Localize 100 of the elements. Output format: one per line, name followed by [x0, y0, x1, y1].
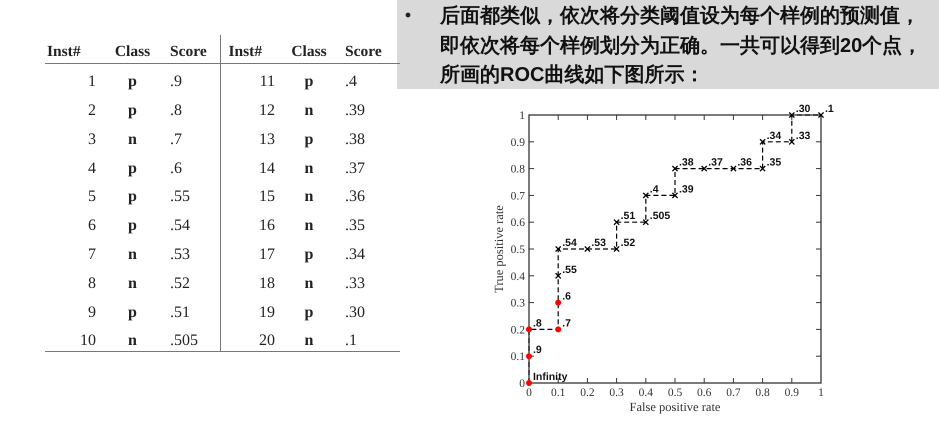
annotation: .8: [533, 317, 542, 330]
y-axis-title: True positive rate: [492, 204, 506, 293]
text: p: [127, 158, 138, 179]
annotation: .34: [766, 130, 782, 142]
point: [642, 218, 650, 226]
text: p: [127, 187, 138, 208]
y-tick-label: 0: [519, 378, 526, 390]
y-tick-label: 0.2: [510, 324, 526, 336]
y-tick-label: 1: [519, 110, 526, 122]
annotation: .30: [796, 103, 811, 115]
text: .38: [344, 130, 366, 150]
text: n: [304, 216, 314, 236]
text: .54: [160, 207, 220, 236]
y-tick-label: 0.6: [510, 217, 526, 230]
y-tick-label: 0.5: [510, 244, 526, 256]
y-tick-label: 0.4: [510, 270, 526, 283]
point: [788, 112, 796, 118]
text: Score: [160, 35, 220, 63]
annotation: .53: [591, 237, 606, 249]
y-tick-label: 0.3: [510, 298, 526, 310]
point: [730, 165, 737, 172]
annotation: .38: [679, 156, 694, 169]
text: Class: [285, 35, 333, 63]
y-tick-label: 0.1: [510, 351, 526, 364]
x-tick-label: 0.1: [551, 387, 566, 399]
x-axis-title: False positive rate: [630, 400, 721, 414]
text: n: [304, 100, 314, 121]
point: [672, 165, 678, 172]
point: [700, 165, 708, 172]
text: 6: [87, 216, 97, 236]
text: .51: [160, 294, 220, 324]
point: [554, 246, 562, 252]
annotation: .4: [650, 183, 659, 196]
text: 4: [87, 158, 97, 179]
point: [555, 326, 562, 332]
annotation: .35: [766, 156, 782, 169]
y-tick-label: 0.8: [510, 164, 526, 176]
text: Inst#: [45, 35, 105, 63]
text: .55: [160, 178, 220, 208]
point: [526, 353, 532, 360]
text: n: [127, 245, 138, 266]
text: 2: [87, 100, 97, 121]
text: 3: [87, 130, 97, 150]
annotation: .9: [533, 344, 542, 356]
point: [584, 246, 591, 252]
text: 7: [87, 245, 97, 266]
text: Inst#: [220, 35, 285, 63]
text: p: [127, 72, 138, 92]
point: [555, 300, 562, 306]
text: 14: [258, 158, 276, 179]
point: [672, 192, 678, 199]
annotation: Infinity: [533, 371, 568, 383]
text: .34: [344, 245, 366, 266]
x-tick-label: 0.4: [638, 387, 654, 399]
annotation: .1: [825, 103, 834, 115]
x-tick-label: 1: [818, 387, 824, 399]
x-tick-label: 0.6: [697, 387, 712, 399]
point: [818, 112, 824, 118]
point: [759, 165, 766, 172]
annotation: .52: [620, 237, 636, 249]
annotation: .36: [737, 156, 752, 169]
text: 15: [258, 187, 276, 208]
text: .33: [344, 274, 366, 294]
point: [554, 272, 562, 280]
annotation: .51: [620, 210, 636, 222]
text: .52: [160, 265, 220, 294]
point: [613, 218, 620, 226]
x-tick-label: 0.8: [755, 387, 770, 399]
text: .35: [344, 216, 366, 236]
text: p: [304, 130, 314, 150]
point: [526, 380, 532, 386]
x-tick-label: 0.5: [668, 387, 682, 399]
text: 10: [45, 323, 105, 352]
text: p: [304, 303, 314, 324]
annotation: .6: [562, 290, 572, 303]
text: .7: [160, 120, 220, 150]
text: .36: [344, 187, 366, 208]
x-tick-label: 0.9: [784, 387, 800, 399]
text: 17: [258, 245, 276, 266]
x-tick-label: 0.7: [726, 387, 741, 399]
text: 13: [258, 130, 276, 150]
text: n: [304, 158, 314, 179]
text: 18: [258, 274, 276, 294]
x-tick-label: 0.2: [580, 387, 595, 399]
text: 19: [258, 303, 276, 324]
text: p: [127, 303, 138, 324]
text: 11: [258, 72, 276, 92]
text: Score: [333, 35, 400, 63]
text: n: [304, 187, 314, 208]
text: 1: [87, 72, 97, 92]
text: 20: [220, 323, 285, 352]
text: Class: [105, 35, 160, 63]
y-tick-label: 0.7: [510, 190, 526, 202]
text: .30: [344, 303, 366, 324]
point: [642, 192, 650, 199]
text: p: [127, 216, 138, 236]
text: .505: [160, 323, 220, 352]
text: p: [127, 100, 138, 121]
annotation: .37: [708, 156, 723, 169]
text: n: [285, 323, 333, 352]
